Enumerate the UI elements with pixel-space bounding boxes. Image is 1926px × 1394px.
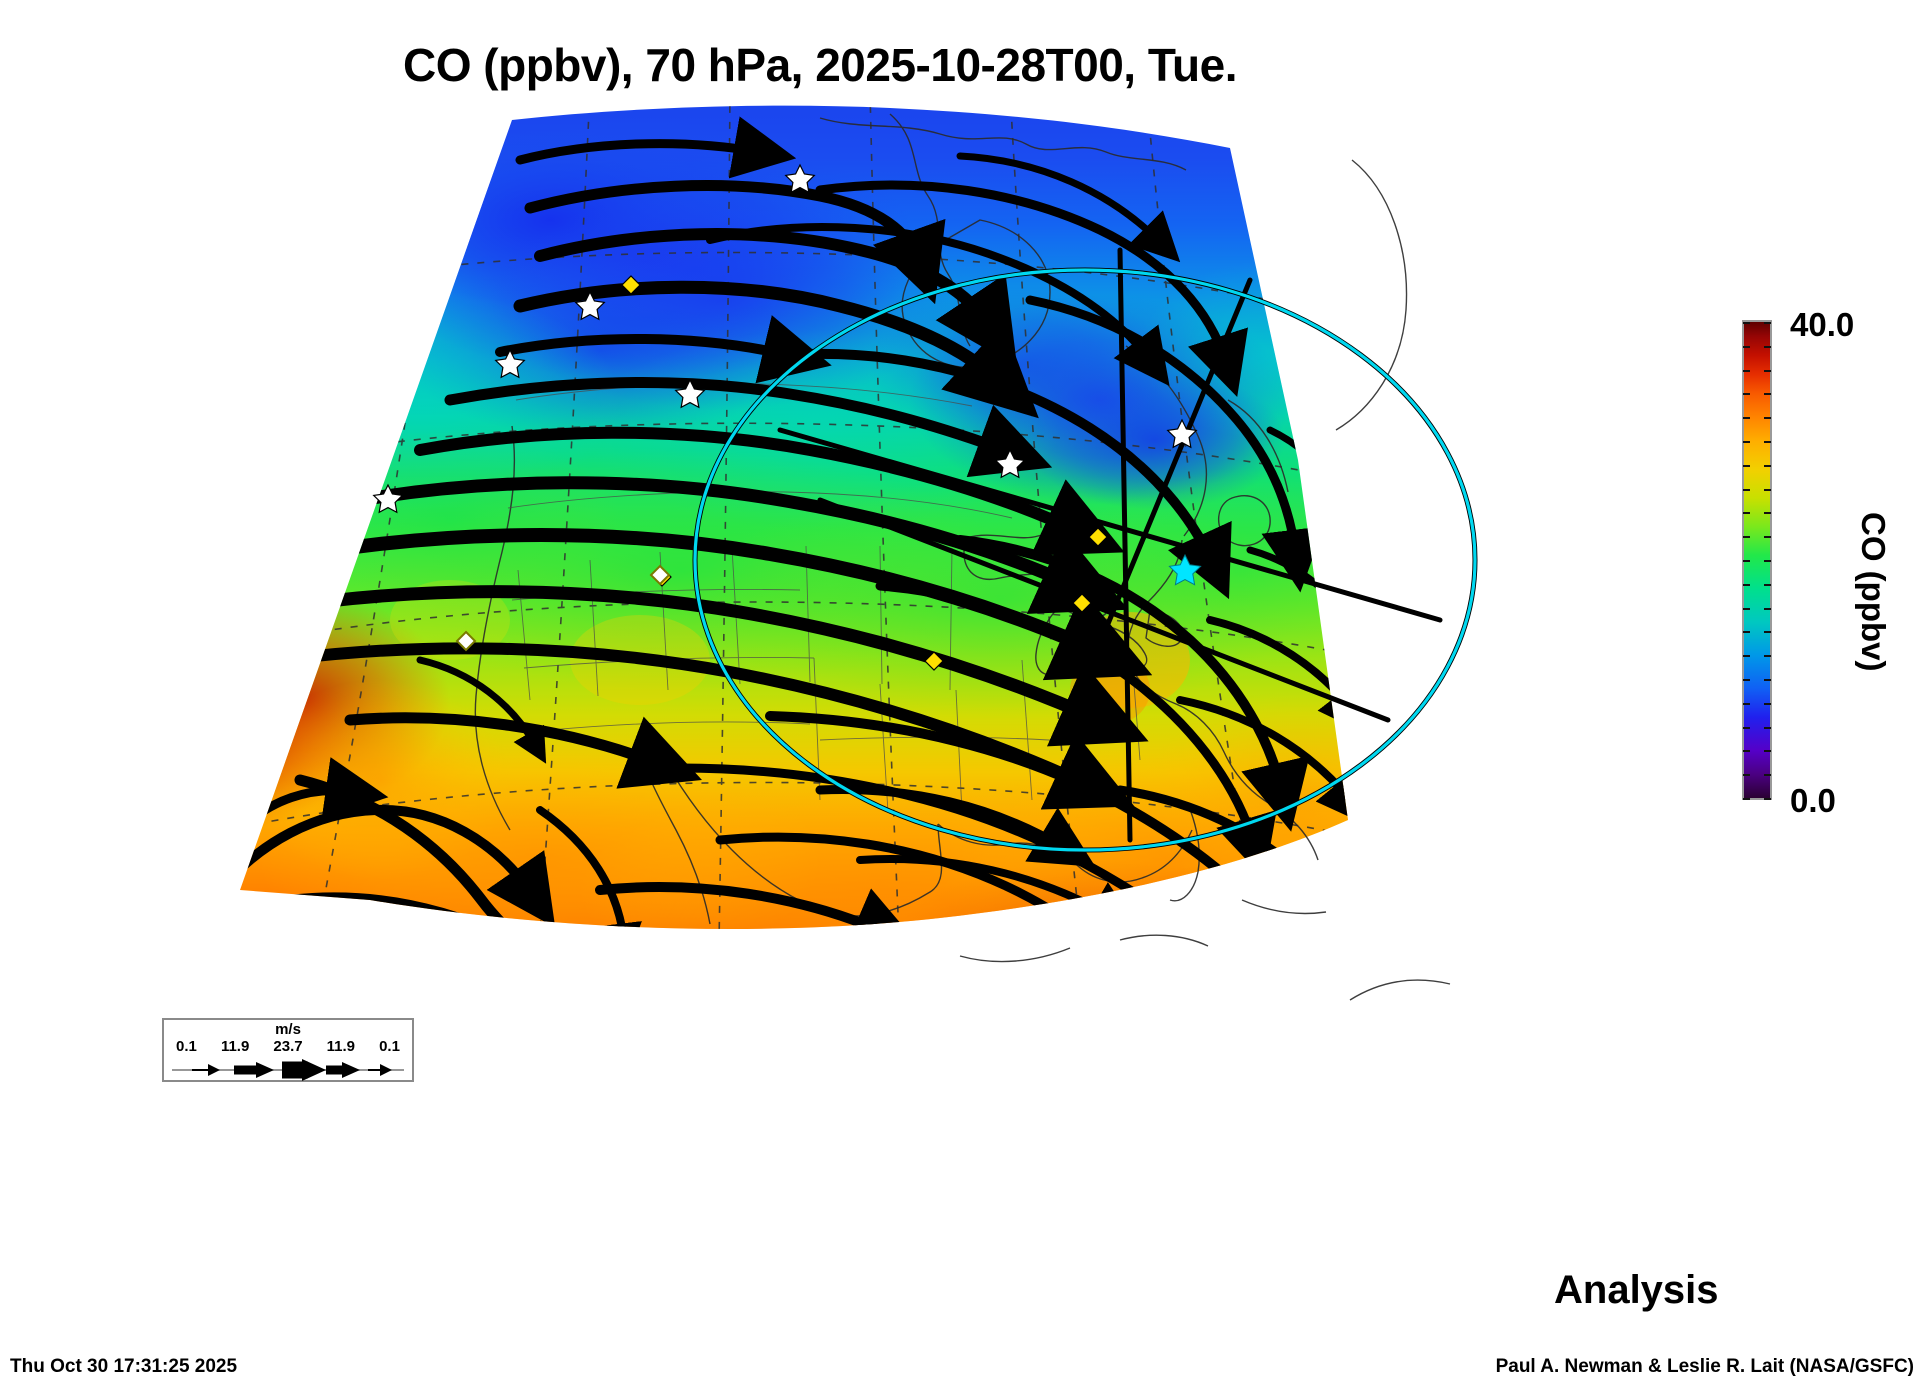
colorbar-gradient — [1742, 320, 1772, 800]
flight-track — [1117, 247, 1133, 843]
station-white-star — [674, 378, 706, 409]
station-white-star — [494, 348, 526, 379]
station-white-star — [1166, 418, 1198, 449]
range-circle — [692, 267, 1478, 853]
station-markers[interactable] — [372, 163, 1500, 671]
flight-track — [817, 497, 1391, 723]
site-yellow-diamond — [621, 275, 641, 295]
author-credit: Paul A. Newman & Leslie R. Lait (NASA/GS… — [1495, 1356, 1914, 1377]
site-yellow-diamond — [1072, 593, 1092, 613]
wind-tick-4: 0.1 — [379, 1038, 400, 1055]
station-white-star — [574, 290, 606, 321]
colorbar: 40.0 0.0 CO (ppbv) — [1742, 306, 1892, 819]
wind-unit-label: m/s — [275, 1021, 301, 1038]
wind-tick-3: 11.9 — [326, 1038, 356, 1055]
site-yellow-diamond — [924, 651, 944, 671]
flight-track-lines — [777, 247, 1443, 843]
site-open-diamond — [649, 564, 671, 586]
analysis-label: Analysis — [1554, 1268, 1719, 1312]
colorbar-min-label: 0.0 — [1790, 782, 1836, 819]
colorbar-max-label: 40.0 — [1790, 306, 1855, 343]
wind-tick-labels: 0.1 11.9 23.7 11.9 0.1 — [164, 1038, 412, 1055]
wind-tick-1: 11.9 — [220, 1038, 250, 1055]
station-white-star — [372, 483, 404, 514]
station-white-star — [784, 163, 816, 194]
map-plot-area[interactable] — [120, 100, 1500, 1060]
flight-track — [1057, 277, 1253, 743]
wind-speed-legend: m/s 0.1 11.9 23.7 11.9 0.1 — [162, 1018, 414, 1082]
station-white-star — [994, 448, 1026, 479]
site-yellow-diamond — [1088, 527, 1108, 547]
page-title: CO (ppbv), 70 hPa, 2025-10-28T00, Tue. — [403, 39, 1238, 91]
colorbar-axis-title: CO (ppbv) — [1855, 512, 1892, 672]
render-timestamp: Thu Oct 30 17:31:25 2025 — [10, 1356, 238, 1377]
flight-track — [777, 427, 1443, 623]
site-open-diamond — [455, 630, 477, 652]
wind-tick-0: 0.1 — [176, 1038, 197, 1055]
map-svg — [240, 105, 1500, 1001]
wind-legend-arrows — [172, 1059, 404, 1081]
center-cyan-star — [1168, 553, 1202, 586]
wind-tick-2: 23.7 — [273, 1038, 303, 1055]
